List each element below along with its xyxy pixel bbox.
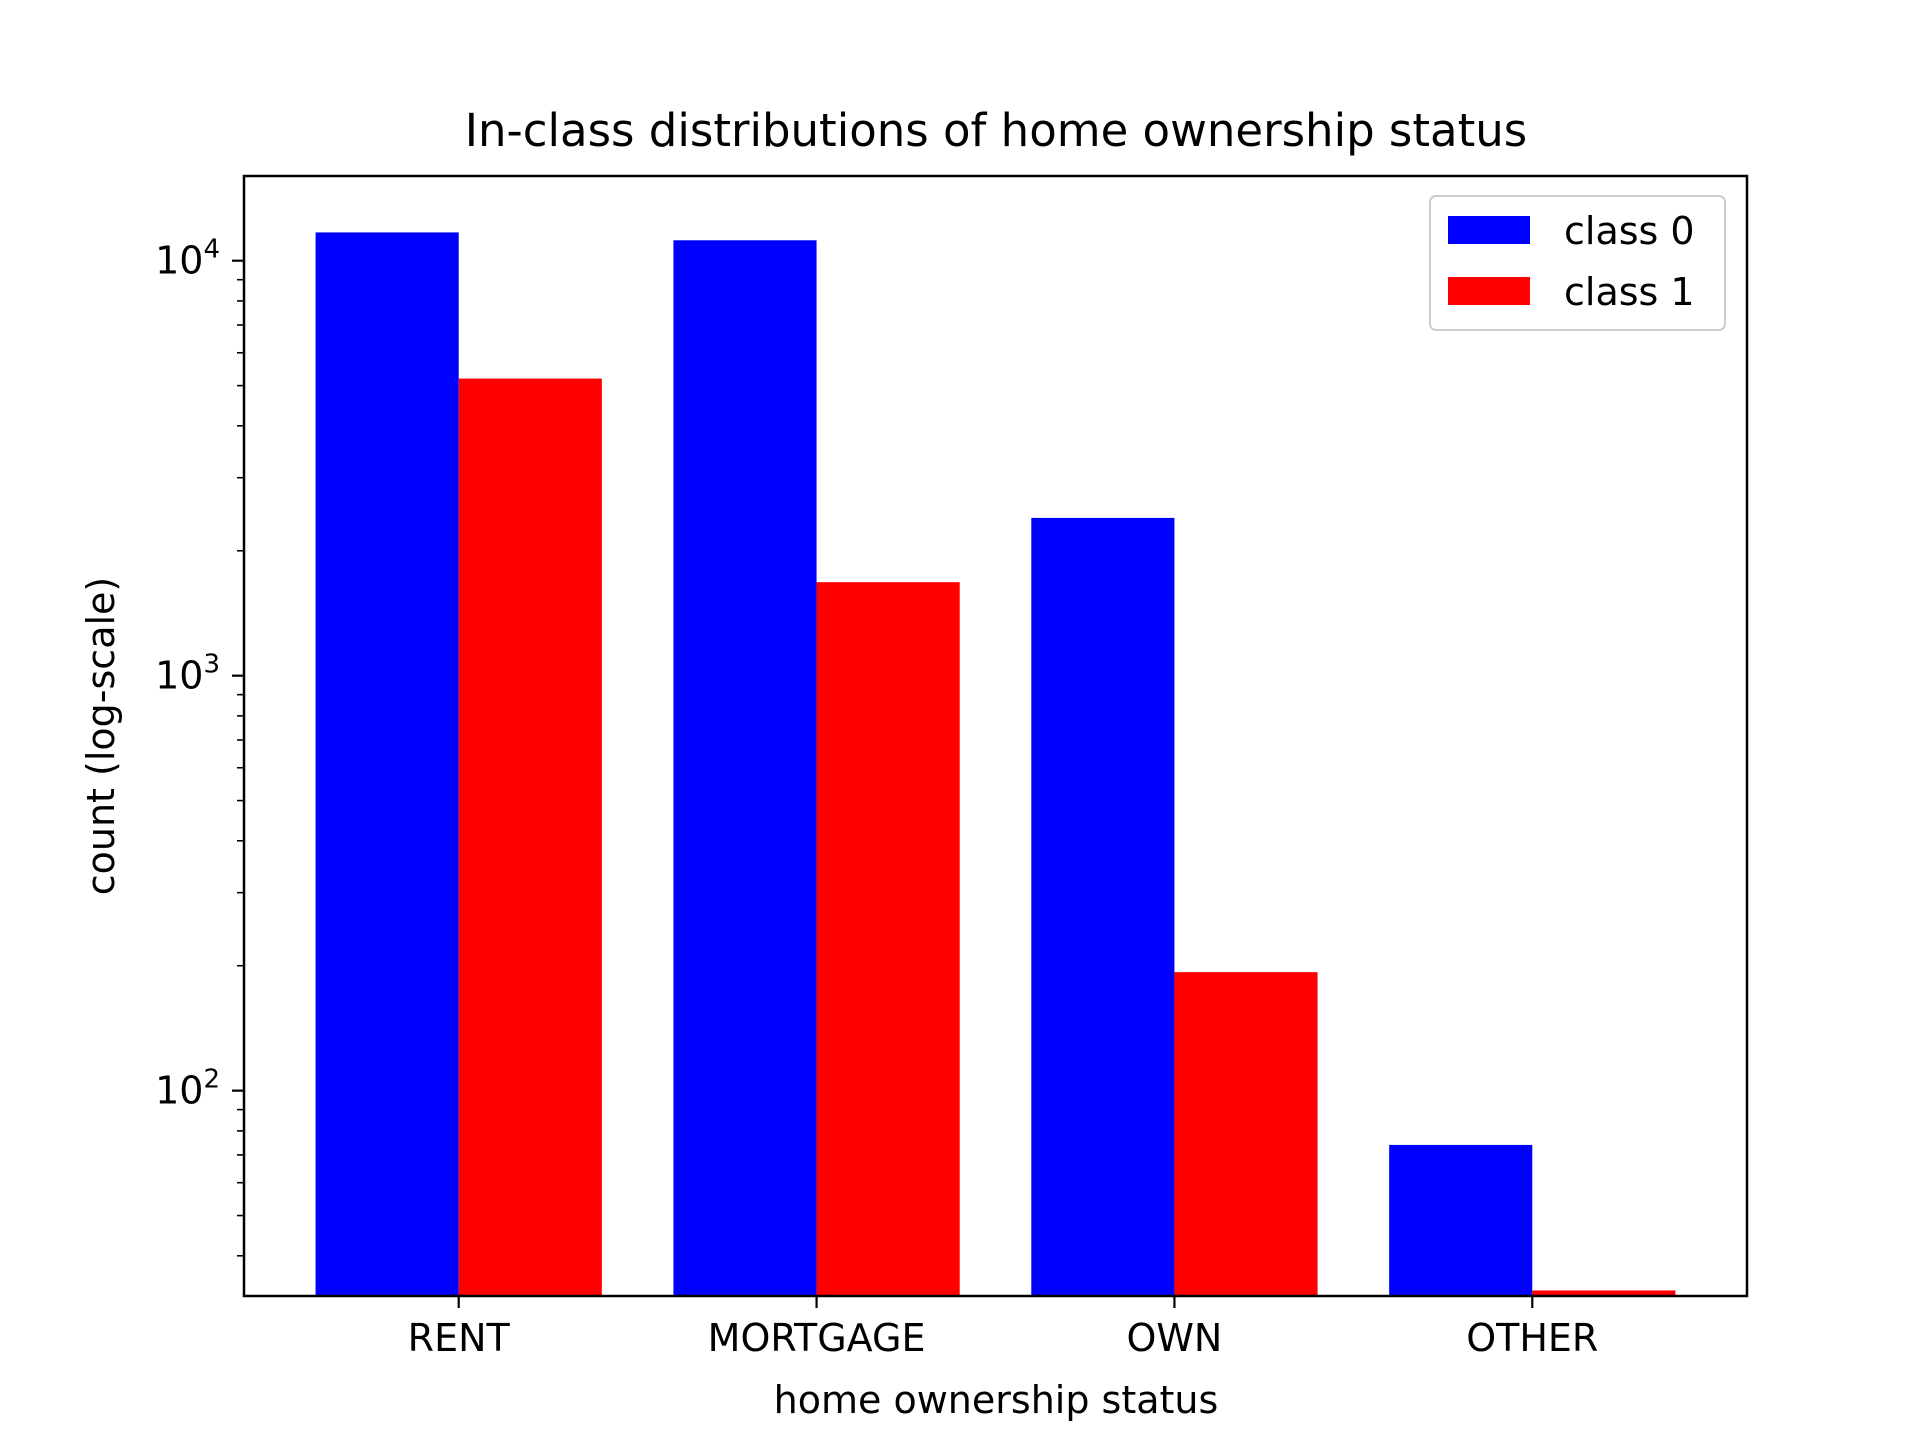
legend-swatch-class-0 — [1448, 216, 1530, 244]
y-tick-label-10000: 104 — [155, 235, 220, 283]
bar-rent-class-0 — [315, 232, 459, 1296]
y-tick-label-100: 102 — [155, 1065, 220, 1113]
bar-rent-class-1 — [458, 378, 602, 1296]
x-tick-label-other: OTHER — [1466, 1316, 1598, 1360]
x-tick-label-own: OWN — [1126, 1316, 1222, 1360]
plot-frame — [242, 174, 1749, 1298]
bar-own-class-0 — [1031, 517, 1175, 1296]
y-ticks-group: 102 103 104 — [155, 235, 244, 1257]
x-tick-label-rent: RENT — [408, 1316, 511, 1360]
bar-other-class-0 — [1389, 1144, 1533, 1296]
legend-label-class-0: class 0 — [1564, 209, 1695, 253]
legend-swatch-class-1 — [1448, 277, 1530, 305]
x-ticks-group: RENT MORTGAGE OWN OTHER — [408, 1296, 1598, 1360]
bar-mortgage-class-0 — [673, 240, 817, 1296]
bar-other-class-1 — [1532, 1290, 1676, 1296]
bar-mortgage-class-1 — [816, 582, 960, 1296]
legend-label-class-1: class 1 — [1564, 270, 1695, 314]
y-tick-label-1000: 103 — [155, 650, 220, 698]
chart-title: In-class distributions of home ownership… — [465, 104, 1527, 157]
x-axis-label: home ownership status — [774, 1378, 1219, 1422]
x-tick-label-mortgage: MORTGAGE — [708, 1316, 926, 1360]
bar-own-class-1 — [1174, 972, 1318, 1296]
y-axis-label: count (log-scale) — [79, 577, 123, 896]
legend: class 0 class 1 — [1429, 195, 1726, 331]
bars-group — [315, 232, 1676, 1296]
